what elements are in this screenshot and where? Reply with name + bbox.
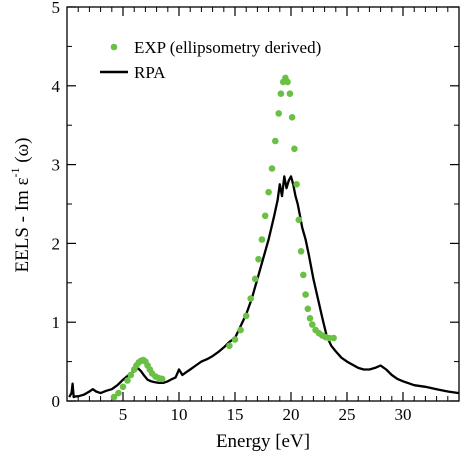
data-point-exp (110, 393, 118, 401)
x-tick-label: 10 (171, 405, 188, 424)
y-axis-label: EELS - Im ε-1 (ω) (8, 138, 33, 273)
plot-frame (66, 6, 460, 402)
data-point-exp (242, 312, 250, 320)
x-tick-label: 30 (395, 405, 412, 424)
legend-exp-marker (110, 43, 118, 51)
data-point-exp (275, 110, 283, 117)
x-tick-label: 25 (339, 405, 356, 424)
data-point-exp (302, 291, 309, 298)
x-axis-label: Energy [eV] (216, 431, 310, 452)
data-point-exp (231, 336, 239, 343)
data-point-exp (297, 248, 305, 255)
data-point-exp (237, 326, 244, 334)
data-point-exp (115, 389, 122, 397)
data-point-exp (293, 181, 300, 188)
y-axis-label-main: EELS - Im ε (12, 177, 33, 272)
x-tick-label: 5 (119, 405, 128, 424)
data-point-exp (226, 342, 233, 350)
data-point-exp (127, 371, 135, 379)
data-point-exp (119, 383, 127, 391)
series-line-rpa (68, 175, 460, 399)
y-tick-label: 5 (52, 0, 61, 17)
data-point-exp (288, 114, 296, 121)
data-point-exp (268, 165, 276, 172)
data-point-exp (258, 236, 266, 243)
axis-ticks: 5 10 15 20 25 30 0 1 2 3 4 5 (52, 0, 459, 424)
data-point-exp (251, 275, 259, 283)
y-tick-label: 4 (52, 77, 61, 96)
data-point-exp (158, 375, 166, 383)
y-tick-label: 2 (52, 234, 61, 253)
y-tick-label: 0 (52, 392, 61, 411)
data-point-exp (286, 90, 294, 97)
data-point-exp (277, 90, 285, 97)
y-tick-label: 1 (52, 313, 61, 332)
data-point-exp (265, 188, 272, 196)
data-point-exp (255, 255, 262, 263)
legend-rpa-label: RPA (134, 63, 166, 82)
data-point-exp (330, 334, 337, 342)
data-point-exp (304, 305, 312, 313)
legend-exp-label: EXP (ellipsometry derived) (134, 38, 321, 57)
data-point-exp (291, 145, 298, 153)
data-point-exp (309, 321, 316, 328)
data-point-exp (295, 216, 303, 224)
legend: EXP (ellipsometry derived) RPA (100, 38, 321, 82)
series-layer (68, 74, 460, 401)
data-point-exp (261, 212, 269, 220)
data-point-exp (300, 271, 307, 279)
data-point-exp (124, 377, 131, 384)
y-axis-label-sup: -1 (8, 167, 22, 177)
data-point-exp (247, 295, 254, 302)
x-tick-label: 20 (283, 405, 300, 424)
data-point-exp (272, 137, 279, 145)
y-tick-label: 3 (52, 156, 61, 175)
data-point-exp (284, 78, 291, 86)
y-axis-label-suffix: (ω) (12, 138, 33, 168)
x-tick-label: 15 (227, 405, 244, 424)
data-point-exp (306, 315, 314, 322)
